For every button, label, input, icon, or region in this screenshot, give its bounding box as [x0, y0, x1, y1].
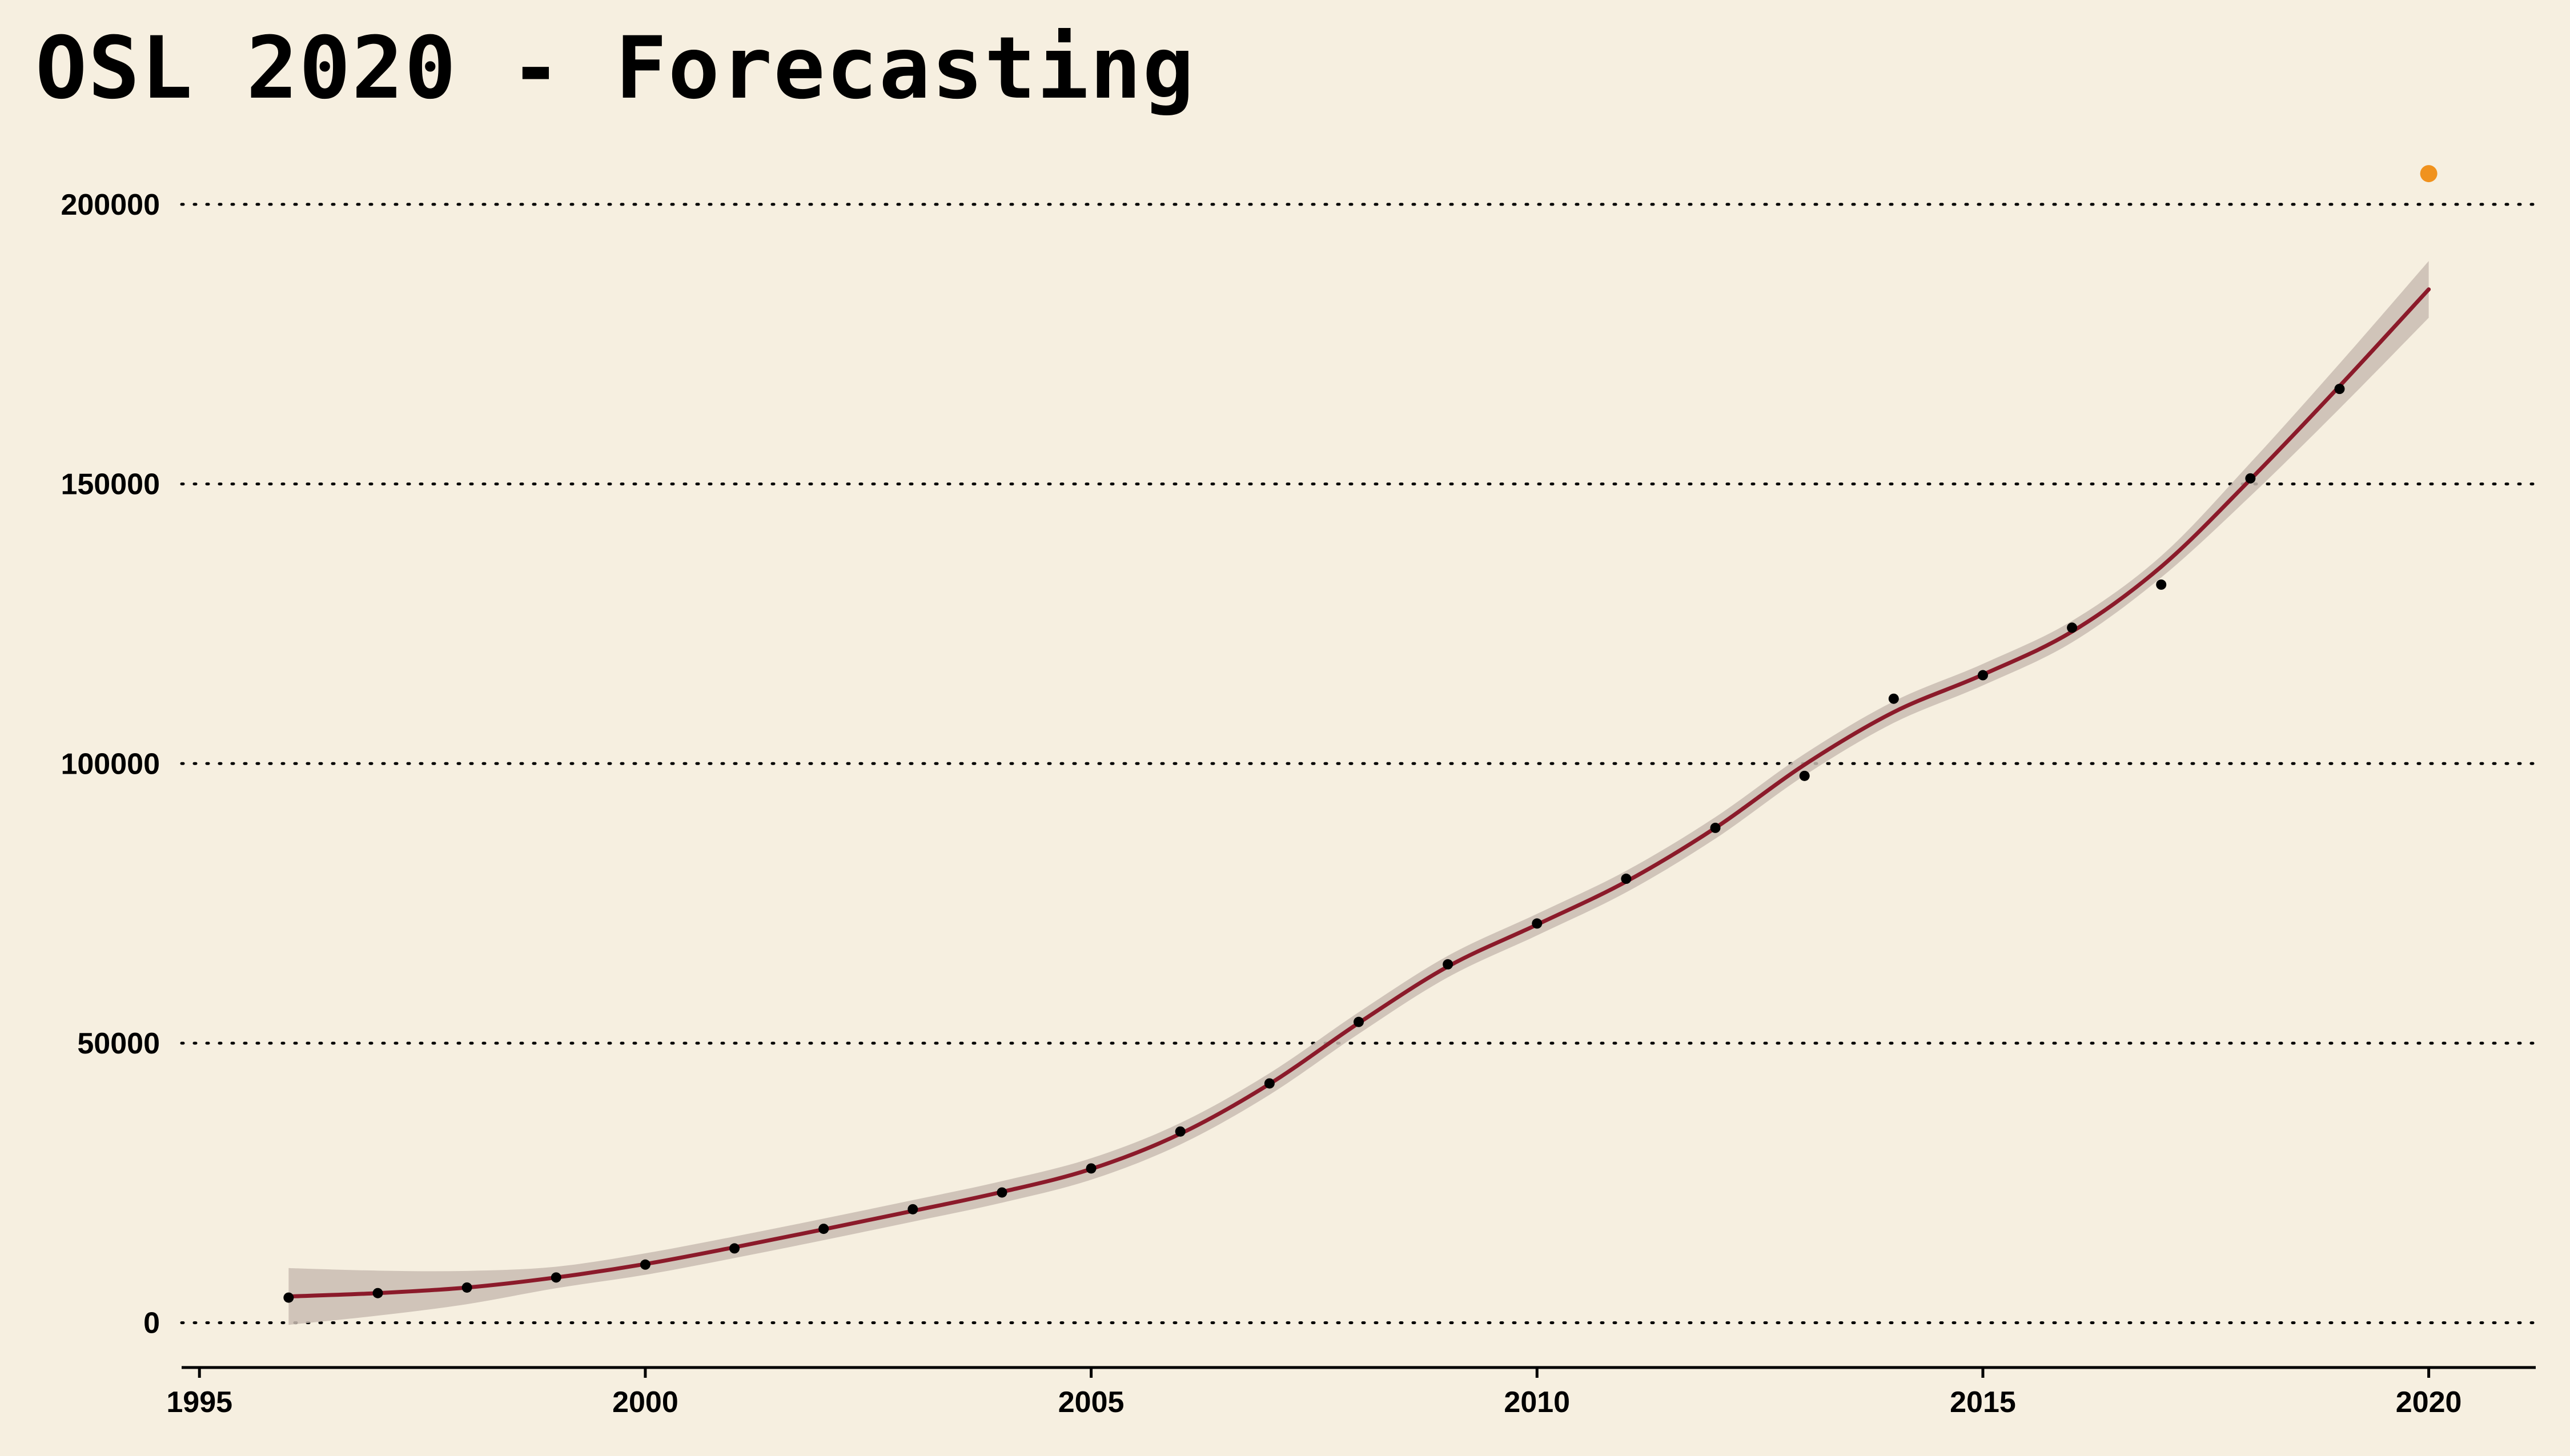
data-point: [1710, 822, 1721, 833]
data-point: [1443, 959, 1453, 970]
data-points: [283, 165, 2438, 1303]
fit-line-group: [286, 287, 2431, 1299]
data-point: [2245, 473, 2256, 484]
data-point: [2334, 384, 2345, 395]
grid-lines: [180, 203, 2537, 1325]
data-point: [1264, 1078, 1275, 1089]
data-point: [1621, 874, 1632, 884]
data-point: [640, 1259, 650, 1270]
x-tick-label: 2015: [1950, 1386, 2016, 1419]
data-point: [1977, 670, 1988, 681]
data-point: [1532, 918, 1543, 929]
y-tick-label: 100000: [61, 747, 160, 781]
fit-line: [286, 287, 2431, 1299]
y-tick-label: 200000: [61, 188, 160, 222]
y-tick-label: 150000: [61, 468, 160, 501]
x-axis: [182, 1366, 2536, 1378]
x-tick-label: 2000: [612, 1386, 678, 1419]
y-tick-label: 50000: [77, 1027, 160, 1060]
confidence-band-area: [288, 261, 2429, 1325]
data-point: [2067, 622, 2078, 633]
confidence-band: [288, 261, 2429, 1325]
data-point: [997, 1187, 1007, 1198]
x-tick-label: 2010: [1504, 1386, 1570, 1419]
y-tick-label: 0: [143, 1307, 160, 1340]
data-point: [1799, 770, 1810, 781]
data-point: [372, 1288, 383, 1298]
data-point: [2156, 579, 2167, 590]
x-tick-label: 2005: [1058, 1386, 1125, 1419]
data-point: [729, 1243, 740, 1254]
y-tick-labels: 0 50000 100000 150000 200000: [61, 188, 160, 1340]
x-tick-label: 2020: [2396, 1386, 2462, 1419]
x-tick-label: 1995: [166, 1386, 232, 1419]
forecast-point: [2420, 165, 2438, 183]
x-tick-labels: 1995 2000 2005 2010 2015 2020: [166, 1386, 2461, 1419]
data-point: [551, 1272, 561, 1283]
data-point: [283, 1292, 294, 1303]
data-point: [1086, 1163, 1097, 1174]
chart-title: OSL 2020 - Forecasting: [35, 19, 1195, 118]
data-point: [1354, 1016, 1364, 1027]
data-point: [907, 1204, 918, 1214]
data-point: [818, 1224, 829, 1234]
data-point: [461, 1282, 472, 1293]
data-point: [1175, 1126, 1186, 1137]
data-point: [1888, 693, 1899, 704]
